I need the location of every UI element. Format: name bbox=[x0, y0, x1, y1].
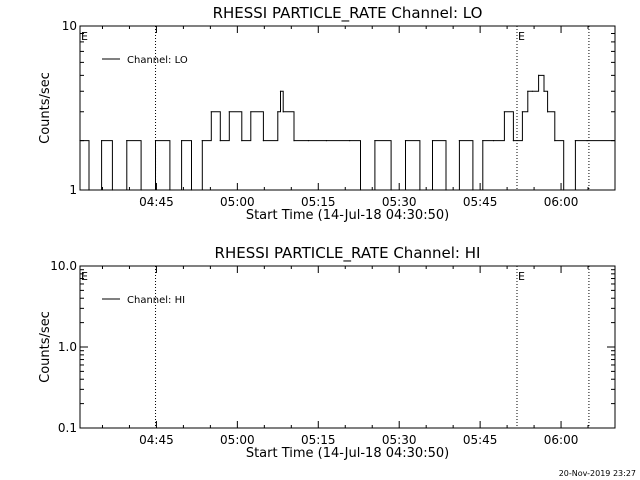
y-tick-label: 0.1 bbox=[58, 421, 77, 435]
x-tick-label: 05:30 bbox=[382, 433, 417, 447]
left-event-marker: E bbox=[81, 270, 88, 283]
event-label: E bbox=[518, 30, 525, 43]
x-tick-label: 04:45 bbox=[139, 195, 174, 209]
legend-label: Channel: LO bbox=[127, 55, 188, 66]
y-tick-label: 10 bbox=[62, 19, 77, 33]
chart-title: RHESSI PARTICLE_RATE Channel: HI bbox=[215, 244, 481, 263]
x-tick-label: 04:45 bbox=[139, 433, 174, 447]
x-tick-label: 05:15 bbox=[301, 433, 336, 447]
x-tick-label: 05:45 bbox=[463, 433, 498, 447]
plot-frame bbox=[79, 265, 616, 429]
y-tick-label: 1.0 bbox=[58, 340, 77, 354]
y-axis-label: Counts/sec bbox=[38, 311, 53, 383]
lo-channel-panel: RHESSI PARTICLE_RATE Channel: LO 04:45 05:… bbox=[38, 4, 616, 223]
event-label: E bbox=[518, 270, 525, 283]
x-tick-label: 05:30 bbox=[382, 195, 417, 209]
x-tick-label: 05:15 bbox=[301, 195, 336, 209]
y-axis-label: Counts/sec bbox=[38, 72, 53, 144]
x-axis-label: Start Time (14-Jul-18 04:30:50) bbox=[246, 446, 449, 461]
hi-channel-panel: RHESSI PARTICLE_RATE Channel: HI 04:45 05:… bbox=[38, 244, 616, 461]
series-0 bbox=[79, 74, 615, 191]
x-tick-label: 06:00 bbox=[544, 433, 579, 447]
y-tick-label: 1 bbox=[69, 183, 77, 197]
x-tick-label: 05:45 bbox=[463, 195, 498, 209]
plot-frame bbox=[79, 25, 616, 191]
left-event-marker: E bbox=[81, 30, 88, 43]
x-axis-label: Start Time (14-Jul-18 04:30:50) bbox=[246, 208, 449, 223]
y-tick-label: 10.0 bbox=[50, 259, 77, 273]
legend-label: Channel: HI bbox=[127, 295, 185, 306]
x-tick-label: 05:00 bbox=[220, 195, 255, 209]
x-tick-label: 06:00 bbox=[544, 195, 579, 209]
series-line bbox=[80, 74, 615, 191]
chart-title: RHESSI PARTICLE_RATE Channel: LO bbox=[213, 4, 483, 23]
x-tick-label: 05:00 bbox=[220, 433, 255, 447]
footer-timestamp: 20-Nov-2019 23:27 bbox=[559, 469, 636, 478]
